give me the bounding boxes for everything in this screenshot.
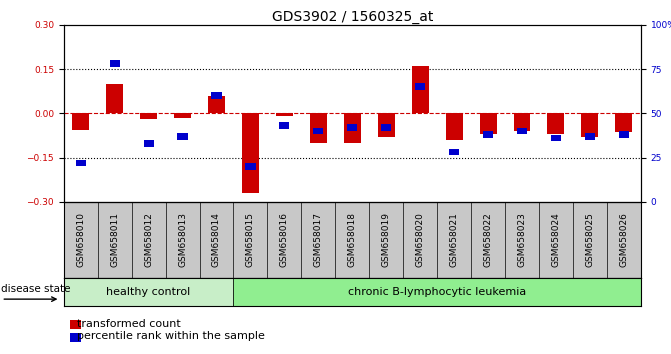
Bar — [144, 140, 154, 147]
Bar — [483, 131, 493, 138]
Bar — [446, 113, 462, 140]
Bar — [415, 84, 425, 90]
Bar — [106, 84, 123, 113]
Bar — [109, 61, 119, 67]
Text: GSM658013: GSM658013 — [178, 212, 187, 267]
Bar — [548, 113, 564, 134]
Text: GSM658018: GSM658018 — [348, 212, 357, 267]
Bar — [513, 113, 531, 131]
Text: GSM658016: GSM658016 — [280, 212, 289, 267]
Bar — [174, 113, 191, 118]
Text: GSM658024: GSM658024 — [552, 212, 560, 267]
Text: GSM658011: GSM658011 — [110, 212, 119, 267]
Text: GSM658023: GSM658023 — [517, 212, 527, 267]
Bar — [276, 113, 293, 116]
Bar — [347, 124, 358, 131]
Bar — [211, 92, 221, 99]
Text: GSM658022: GSM658022 — [484, 212, 493, 267]
Text: healthy control: healthy control — [107, 287, 191, 297]
Bar — [412, 66, 429, 113]
Bar — [313, 128, 323, 134]
Bar — [177, 133, 188, 139]
Bar — [381, 124, 391, 131]
Text: GSM658019: GSM658019 — [382, 212, 391, 267]
Bar — [615, 113, 632, 132]
Bar — [246, 163, 256, 170]
Bar — [517, 128, 527, 134]
Bar — [140, 113, 157, 119]
Bar — [551, 135, 561, 141]
Bar — [76, 160, 86, 166]
Bar — [279, 122, 289, 129]
Text: GSM658026: GSM658026 — [619, 212, 628, 267]
Title: GDS3902 / 1560325_at: GDS3902 / 1560325_at — [272, 10, 433, 24]
Text: disease state: disease state — [1, 284, 71, 293]
Bar — [581, 113, 599, 137]
Text: GSM658012: GSM658012 — [144, 212, 153, 267]
Bar — [208, 96, 225, 113]
Bar — [72, 113, 89, 130]
Bar — [619, 131, 629, 138]
Text: GSM658014: GSM658014 — [212, 212, 221, 267]
Bar — [480, 113, 497, 134]
Text: GSM658021: GSM658021 — [450, 212, 458, 267]
Bar — [242, 113, 259, 193]
Text: percentile rank within the sample: percentile rank within the sample — [70, 331, 265, 341]
Bar — [310, 113, 327, 143]
Text: GSM658015: GSM658015 — [246, 212, 255, 267]
Bar — [585, 133, 595, 139]
Text: GSM658025: GSM658025 — [585, 212, 595, 267]
Text: chronic B-lymphocytic leukemia: chronic B-lymphocytic leukemia — [348, 287, 526, 297]
Text: transformed count: transformed count — [70, 319, 181, 329]
Text: GSM658017: GSM658017 — [314, 212, 323, 267]
Text: GSM658010: GSM658010 — [76, 212, 85, 267]
Bar — [234, 278, 641, 306]
Bar — [449, 149, 459, 155]
Bar — [378, 113, 395, 137]
Bar — [64, 278, 234, 306]
Bar — [344, 113, 361, 143]
Text: GSM658020: GSM658020 — [415, 212, 425, 267]
